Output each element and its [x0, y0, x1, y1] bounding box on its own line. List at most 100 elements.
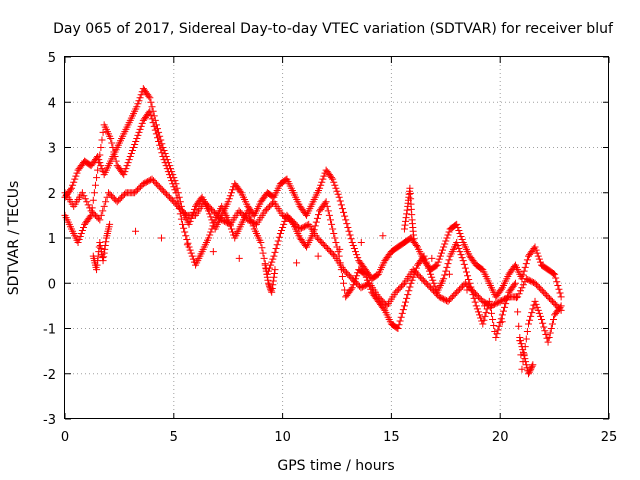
data-point [335, 193, 343, 201]
data-point [78, 226, 86, 234]
data-point [533, 303, 541, 311]
data-point [518, 284, 526, 292]
data-point [492, 334, 500, 342]
data-point [445, 270, 453, 278]
data-point [272, 245, 280, 253]
data-point [420, 252, 428, 260]
data-point [209, 222, 217, 230]
data-point [283, 214, 291, 222]
data-point [427, 270, 435, 278]
data-point [112, 157, 120, 165]
data-point [296, 225, 304, 233]
data-point [239, 211, 247, 219]
data-point [409, 273, 417, 281]
data-point [157, 145, 165, 153]
data-point [263, 270, 271, 278]
data-point [341, 286, 349, 294]
data-point [315, 211, 323, 219]
data-point [71, 175, 79, 183]
data-point [93, 213, 101, 221]
data-point [527, 277, 535, 285]
data-point [94, 214, 102, 222]
data-point [188, 252, 196, 260]
data-point [495, 322, 503, 330]
data-point [527, 312, 535, 320]
data-point [94, 166, 102, 174]
data-point [179, 220, 187, 228]
data-point [293, 222, 301, 230]
data-point [244, 216, 252, 224]
data-point [451, 290, 459, 298]
data-point [183, 236, 191, 244]
data-point [357, 284, 365, 292]
data-point [554, 282, 562, 290]
data-point [395, 285, 403, 293]
data-point [163, 190, 171, 198]
y-tick-label: -3 [43, 413, 56, 428]
data-point [437, 294, 445, 302]
data-point [171, 199, 179, 207]
data-point [174, 202, 182, 210]
data-point [172, 189, 180, 197]
data-point [524, 320, 532, 328]
data-point [225, 220, 233, 228]
data-point [81, 195, 89, 203]
data-point [408, 276, 416, 284]
data-point [518, 343, 526, 351]
data-point [361, 270, 369, 278]
data-point [326, 248, 334, 256]
data-point [74, 239, 82, 247]
data-point [315, 236, 323, 244]
data-point [399, 281, 407, 289]
data-point [251, 220, 259, 228]
data-point [154, 181, 162, 189]
data-point [270, 269, 278, 277]
data-point [354, 281, 362, 289]
data-point [510, 281, 518, 289]
data-point [416, 273, 424, 281]
data-point [454, 242, 462, 250]
data-point [516, 334, 524, 342]
data-point [515, 290, 523, 298]
data-point [148, 175, 156, 183]
data-point [209, 248, 217, 256]
data-point [548, 320, 556, 328]
data-point [489, 315, 497, 323]
data-point [328, 220, 336, 228]
data-point [351, 248, 359, 256]
data-point [547, 325, 555, 332]
data-point [125, 156, 133, 164]
y-tick-label: 0 [48, 277, 56, 292]
data-point [274, 237, 282, 245]
data-point [147, 98, 155, 106]
series-track-2 [61, 107, 565, 373]
data-point [457, 251, 465, 259]
data-point [205, 202, 213, 210]
data-point [186, 246, 194, 254]
data-point [405, 287, 413, 295]
data-point [213, 211, 221, 219]
y-axis-label: SDTVAR / TECUs [6, 181, 22, 296]
series-track-4 [89, 184, 537, 378]
data-point [514, 293, 522, 301]
data-point [502, 294, 510, 302]
data-point [453, 239, 461, 247]
data-point [319, 240, 327, 248]
data-point [519, 349, 527, 357]
data-point [76, 232, 84, 240]
data-point [457, 232, 465, 240]
data-point [460, 260, 468, 268]
data-point [550, 315, 558, 323]
data-point [524, 275, 532, 283]
data-point [471, 298, 479, 306]
data-point [173, 194, 181, 202]
data-point [185, 220, 193, 228]
data-point [148, 115, 156, 123]
data-point [380, 305, 388, 313]
data-point [101, 245, 109, 253]
data-point [393, 287, 401, 295]
data-point [501, 295, 509, 303]
data-point [333, 187, 341, 195]
data-point [498, 311, 506, 319]
data-point [402, 298, 410, 306]
